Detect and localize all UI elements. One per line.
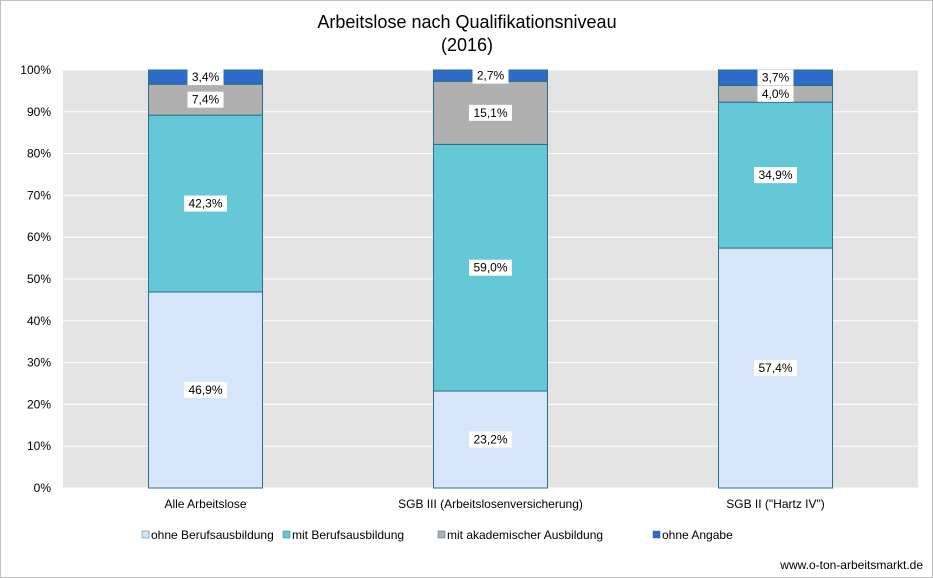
data-label-box: [469, 259, 512, 276]
data-label: 46,9%: [188, 383, 222, 397]
data-label-box: [469, 431, 512, 448]
legend-label: mit akademischer Ausbildung: [447, 528, 603, 542]
data-label-box: [469, 104, 512, 121]
data-label-box: [187, 69, 224, 86]
legend-swatch: [437, 530, 446, 539]
legend-label: ohne Angabe: [662, 528, 733, 542]
legend-swatch: [141, 530, 150, 539]
data-label: 42,3%: [188, 197, 222, 211]
category-label: SGB III (Arbeitslosenversicherung): [398, 497, 583, 511]
chart-subtitle: (2016): [441, 35, 493, 55]
y-tick-label: 90%: [27, 105, 51, 119]
data-label: 2,7%: [477, 69, 505, 83]
y-tick-label: 0%: [34, 481, 52, 495]
data-label-box: [754, 360, 797, 377]
data-label: 23,2%: [473, 433, 507, 447]
category-label: SGB II ("Hartz IV"): [726, 497, 825, 511]
y-tick-label: 60%: [27, 230, 51, 244]
y-tick-label: 70%: [27, 188, 51, 202]
data-label: 3,4%: [192, 70, 220, 84]
y-tick-label: 50%: [27, 272, 51, 286]
y-tick-label: 80%: [27, 147, 51, 161]
data-label-box: [187, 91, 224, 108]
y-tick-label: 100%: [20, 63, 51, 77]
data-label: 59,0%: [473, 261, 507, 275]
data-label-box: [757, 85, 794, 102]
legend-label: mit Berufsausbildung: [292, 528, 404, 542]
data-label: 7,4%: [192, 93, 220, 107]
legend-swatch: [652, 530, 661, 539]
data-label: 4,0%: [762, 87, 790, 101]
data-label: 15,1%: [473, 106, 507, 120]
credit-text: www.o-ton-arbeitsmarkt.de: [779, 558, 923, 572]
data-label-box: [184, 381, 227, 398]
y-tick-label: 30%: [27, 356, 51, 370]
data-label: 34,9%: [758, 168, 792, 182]
legend-label: ohne Berufsausbildung: [151, 528, 274, 542]
chart-title: Arbeitslose nach Qualifikationsniveau: [317, 12, 616, 32]
data-label-box: [754, 167, 797, 184]
y-tick-label: 20%: [27, 397, 51, 411]
data-label-box: [472, 67, 509, 84]
data-label: 57,4%: [758, 361, 792, 375]
y-tick-label: 10%: [27, 439, 51, 453]
data-label-box: [757, 69, 794, 86]
legend-swatch: [282, 530, 291, 539]
y-tick-label: 40%: [27, 314, 51, 328]
bar-segment: [433, 143, 548, 392]
data-label: 3,7%: [762, 71, 790, 85]
category-label: Alle Arbeitslose: [164, 497, 246, 511]
data-label-box: [184, 195, 227, 212]
